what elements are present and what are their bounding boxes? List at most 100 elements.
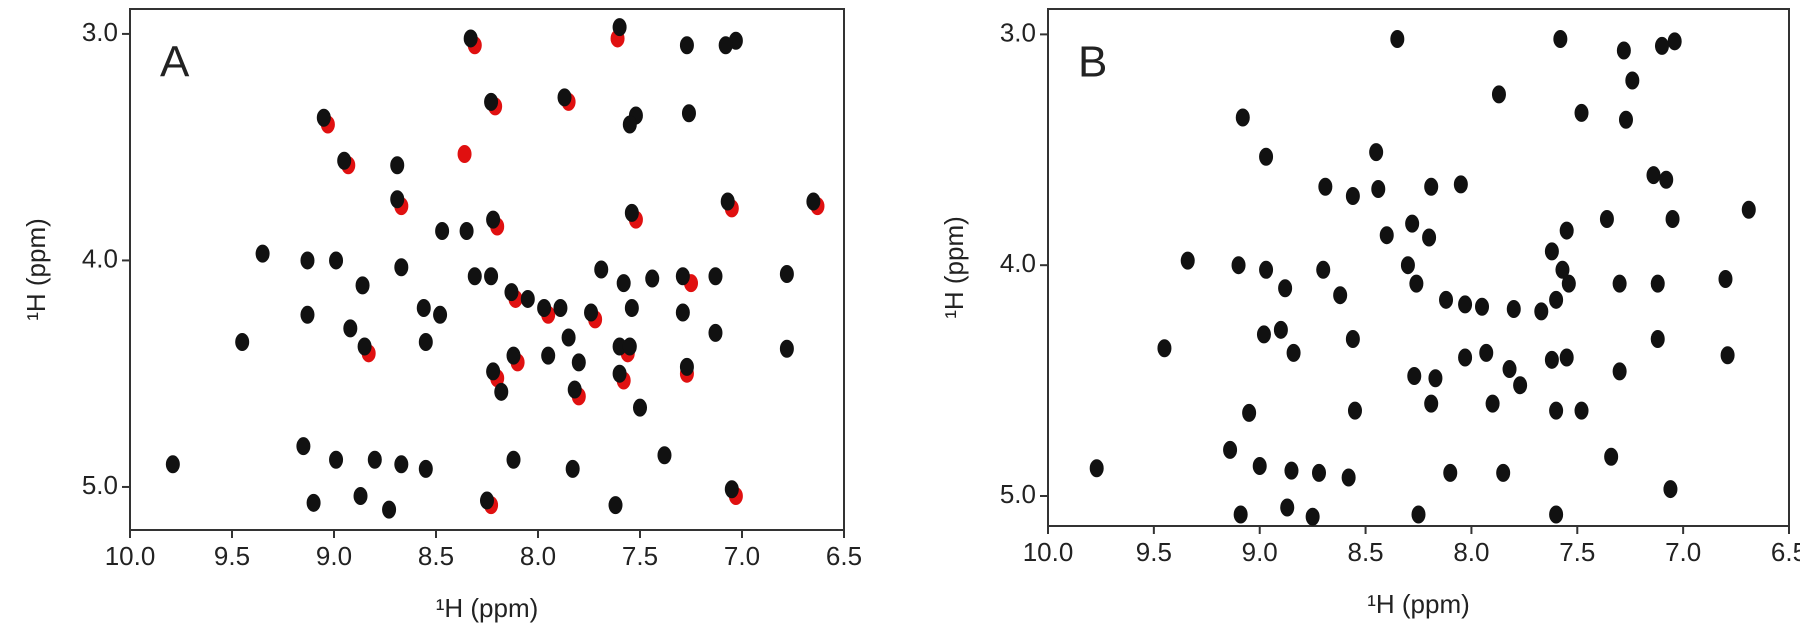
peak	[1284, 461, 1299, 480]
peak	[1259, 147, 1274, 166]
peak	[1659, 170, 1674, 189]
peak	[537, 299, 552, 318]
y-axis-label: ¹H (ppm)	[939, 216, 969, 319]
peak	[1405, 214, 1420, 233]
peak	[622, 115, 637, 134]
peak	[1549, 401, 1564, 420]
peak	[1345, 186, 1360, 205]
x-tick-label: 6.5	[826, 541, 862, 571]
peak	[300, 305, 315, 324]
x-tick-label: 9.5	[214, 541, 250, 571]
peak	[457, 144, 472, 163]
peak	[1553, 30, 1568, 49]
x-tick-label: 10.0	[1023, 537, 1074, 567]
peak	[494, 382, 509, 401]
peak	[1720, 346, 1735, 365]
peak	[296, 437, 311, 456]
peak	[480, 491, 494, 510]
panel-label: B	[1078, 38, 1107, 87]
peak	[1612, 362, 1627, 381]
peak	[553, 299, 568, 318]
peak	[394, 455, 409, 474]
peak	[1371, 180, 1386, 199]
peak	[329, 450, 344, 469]
x-tick-label: 7.0	[1665, 537, 1701, 567]
panel-label: A	[160, 38, 190, 87]
peak	[1311, 463, 1326, 482]
peak	[1559, 348, 1574, 367]
peak	[300, 251, 315, 270]
peak	[1544, 350, 1559, 369]
peak	[1663, 480, 1678, 499]
peak	[1424, 177, 1439, 196]
peak	[806, 192, 821, 211]
peak	[1422, 228, 1437, 247]
peak	[1618, 110, 1633, 129]
peak	[484, 267, 499, 286]
peak	[1741, 200, 1756, 219]
peak	[1574, 401, 1589, 420]
peak	[1506, 300, 1521, 319]
peak	[1453, 175, 1468, 194]
peak	[435, 221, 450, 240]
peak	[1278, 279, 1293, 298]
peak	[1256, 325, 1271, 344]
peak	[1646, 166, 1661, 185]
peak	[486, 210, 501, 229]
y-axis-label: ¹H (ppm)	[21, 218, 51, 321]
peak	[567, 380, 582, 399]
peak	[679, 357, 694, 376]
peak	[1475, 297, 1490, 316]
peak	[1345, 330, 1360, 349]
peak	[390, 156, 405, 175]
peak	[1491, 85, 1506, 104]
peak	[1316, 260, 1331, 279]
peak	[1273, 320, 1288, 339]
peak	[633, 398, 647, 417]
peak	[681, 104, 696, 123]
x-tick-label: 9.5	[1136, 537, 1172, 567]
peak	[506, 450, 521, 469]
peak	[724, 480, 739, 499]
peak	[416, 299, 431, 318]
peak	[1333, 286, 1348, 305]
peak	[1233, 505, 1248, 524]
peak	[679, 36, 694, 55]
peak	[1089, 459, 1104, 478]
x-tick-label: 9.0	[1242, 537, 1278, 567]
peak	[1286, 343, 1301, 362]
peak	[557, 88, 572, 107]
peak	[1534, 302, 1549, 321]
peak	[1561, 274, 1576, 293]
peak	[1650, 330, 1665, 349]
y-tick-label: 4.0	[82, 243, 118, 273]
peak	[316, 108, 331, 127]
peak	[486, 362, 501, 381]
peak	[1502, 360, 1517, 379]
peak	[1479, 343, 1494, 362]
peak	[1485, 394, 1500, 413]
x-tick-label: 8.0	[1453, 537, 1489, 567]
peak	[1612, 274, 1627, 293]
peak	[1496, 463, 1511, 482]
peak	[484, 92, 499, 111]
peak	[1369, 143, 1384, 162]
peak	[433, 305, 448, 324]
peak	[1235, 108, 1250, 127]
peak	[675, 267, 690, 286]
peak	[1544, 242, 1559, 261]
peak	[1513, 376, 1528, 395]
peak	[1180, 251, 1195, 270]
peak	[343, 319, 358, 338]
peak	[612, 364, 627, 383]
x-axis-label: ¹H (ppm)	[436, 593, 539, 623]
peak	[1424, 394, 1439, 413]
peak	[1667, 32, 1682, 51]
peak	[1458, 295, 1473, 314]
peak	[1555, 260, 1570, 279]
peak	[1409, 274, 1424, 293]
peak	[1400, 256, 1415, 275]
y-tick-label: 4.0	[1000, 248, 1036, 278]
peak	[1654, 36, 1669, 55]
peak	[1390, 30, 1405, 49]
